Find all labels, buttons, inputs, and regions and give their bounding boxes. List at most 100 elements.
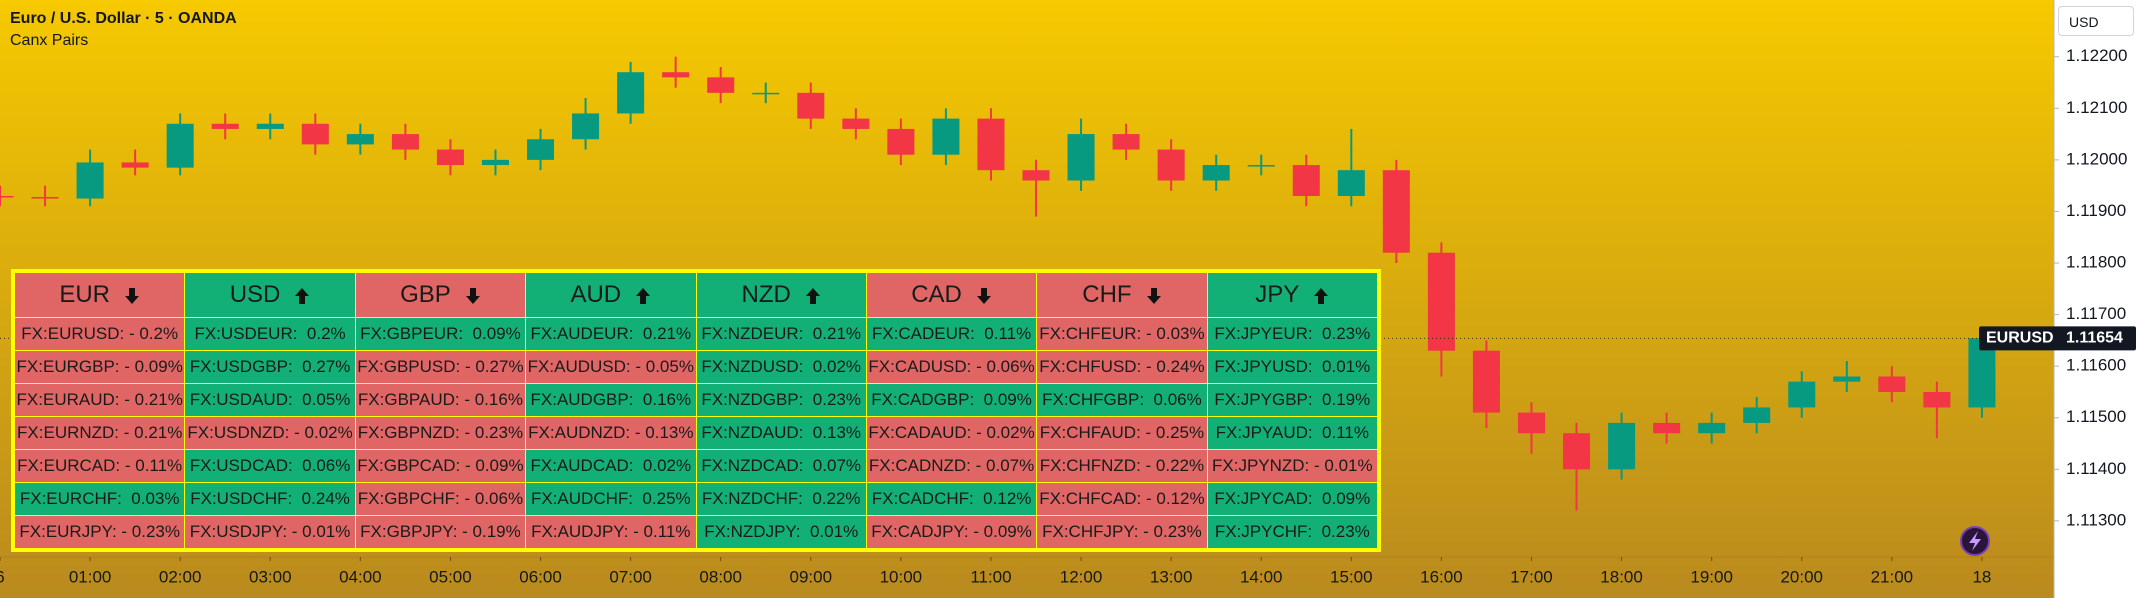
pair-cell: FX:GBPNZD: - 0.23%	[354, 416, 527, 450]
x-tick-label: 19:00	[1690, 567, 1733, 586]
candle-body	[166, 123, 194, 168]
pair-cell: FX:NZDAUD: 0.13%	[695, 416, 867, 450]
y-tick-label: 1.11500	[2066, 407, 2126, 426]
y-tick-label: 1.11700	[2066, 304, 2126, 323]
x-tick-label: 6	[0, 567, 5, 586]
pair-cell: FX:EURJPY: - 0.23%	[13, 515, 186, 549]
candle-body	[1608, 422, 1636, 470]
candle-body	[752, 92, 780, 95]
pair-cell: FX:CHFGBP: 0.06%	[1036, 383, 1208, 417]
pair-cell: FX:EURAUD: - 0.21%	[13, 383, 186, 417]
pair-cell: FX:USDEUR: 0.2%	[184, 317, 356, 351]
currency-header: CHF	[1036, 272, 1208, 318]
candle-body	[1698, 422, 1726, 434]
pair-row: FX:EURJPY: - 0.23% FX:USDJPY: - 0.01% FX:G…	[13, 515, 1379, 549]
indicator-name: Canx Pairs	[10, 32, 89, 49]
lightning-icon[interactable]	[1960, 526, 1990, 556]
candle-body	[1743, 407, 1771, 423]
currency-header: USD	[184, 272, 356, 318]
candle-body	[346, 134, 374, 145]
pair-cell: FX:CADCHF: 0.12%	[865, 482, 1038, 516]
x-tick-label: 17:00	[1510, 567, 1553, 586]
pair-cell: FX:GBPCAD: - 0.09%	[354, 449, 527, 483]
pair-cell: FX:JPYCAD: 0.09%	[1206, 482, 1379, 516]
candle-body	[1292, 165, 1320, 196]
pair-cell: FX:CADGBP: 0.09%	[865, 383, 1038, 417]
candle-body	[121, 162, 149, 168]
pair-cell: FX:NZDUSD: 0.02%	[695, 350, 867, 384]
currency-name: EUR	[59, 281, 111, 308]
candle-body	[256, 123, 284, 129]
pair-cell: FX:USDGBP: 0.27%	[184, 350, 356, 384]
y-tick-label: 1.11600	[2066, 356, 2126, 375]
pair-cell: FX:AUDCHF: 0.25%	[525, 482, 697, 516]
candle-body	[1112, 134, 1140, 150]
candle-body	[572, 113, 600, 140]
x-tick-label: 20:00	[1780, 567, 1823, 586]
pair-cell: FX:USDAUD: 0.05%	[184, 383, 356, 417]
pair-cell: FX:GBPEUR: 0.09%	[354, 317, 527, 351]
currency-name: AUD	[570, 281, 622, 308]
candle-body	[1563, 433, 1591, 470]
candle-body	[707, 77, 735, 93]
y-tick-label: 1.11300	[2066, 510, 2126, 529]
pair-cell: FX:AUDJPY: - 0.11%	[525, 515, 697, 549]
symbol-title: Euro / U.S. Dollar · 5 · OANDA	[10, 10, 237, 27]
candle-body	[1427, 252, 1455, 351]
table: EUR USD GBP AUD NZD CAD CHF JPY FX:EURUSD: - 0.2…	[13, 272, 1379, 549]
candle-body	[662, 72, 690, 78]
x-tick-label: 02:00	[159, 567, 202, 586]
pair-cell: FX:CADJPY: - 0.09%	[865, 515, 1038, 549]
pair-cell: FX:CADNZD: - 0.07%	[865, 449, 1038, 483]
candle-body	[887, 128, 915, 155]
pair-row: FX:EURGBP: - 0.09% FX:USDGBP: 0.27% FX:GBP…	[13, 350, 1379, 384]
pair-cell: FX:CADEUR: 0.11%	[865, 317, 1038, 351]
candle-body	[1202, 165, 1230, 181]
candle-body	[1653, 422, 1681, 434]
currency-header: NZD	[695, 272, 867, 318]
currency-button[interactable]: USD	[2058, 6, 2134, 36]
pair-cell: FX:AUDGBP: 0.16%	[525, 383, 697, 417]
currency-name: USD	[229, 281, 281, 308]
pair-cell: FX:AUDNZD: - 0.13%	[525, 416, 697, 450]
pair-row: FX:EURNZD: - 0.21% FX:USDNZD: - 0.02% FX:G…	[13, 416, 1379, 450]
candle-body	[1337, 170, 1365, 196]
candle-body	[932, 118, 960, 155]
currency-name: NZD	[741, 281, 791, 308]
currency-header: EUR	[13, 272, 186, 318]
currency-header: JPY	[1206, 272, 1379, 318]
pair-cell: FX:GBPJPY: - 0.19%	[354, 515, 527, 549]
y-tick-label: 1.12100	[2066, 98, 2127, 117]
pair-cell: FX:AUDEUR: 0.21%	[525, 317, 697, 351]
candle-body	[211, 123, 239, 129]
pair-cell: FX:CHFUSD: - 0.24%	[1036, 350, 1208, 384]
y-tick-label: 1.12200	[2066, 46, 2127, 65]
direction-arrow	[125, 287, 140, 304]
x-tick-label: 18	[1972, 567, 1991, 586]
pair-row: FX:EURCHF: 0.03% FX:USDCHF: 0.24% FX:GBPCH…	[13, 482, 1379, 516]
y-tick-label: 1.11800	[2066, 253, 2126, 272]
currency-name: GBP	[400, 281, 451, 308]
x-tick-label: 18:00	[1600, 567, 1643, 586]
candle-body	[76, 162, 104, 199]
pair-cell: FX:NZDGBP: 0.23%	[695, 383, 867, 417]
pair-cell: FX:EURCAD: - 0.11%	[13, 449, 186, 483]
candle-body	[1472, 350, 1500, 413]
pair-cell: FX:JPYEUR: 0.23%	[1206, 317, 1379, 351]
candle-body	[527, 139, 555, 160]
last-price-symbol: EURUSD	[1986, 330, 2054, 347]
currency-header: GBP	[354, 272, 527, 318]
x-tick-label: 04:00	[339, 567, 382, 586]
candle-body	[481, 159, 509, 166]
pair-cell: FX:GBPCHF: - 0.06%	[354, 482, 527, 516]
x-tick-label: 01:00	[69, 567, 112, 586]
pair-row: FX:EURCAD: - 0.11% FX:USDCAD: 0.06% FX:GBP…	[13, 449, 1379, 483]
pair-cell: FX:EURCHF: 0.03%	[13, 482, 186, 516]
candle-body	[1382, 170, 1410, 253]
pair-cell: FX:JPYAUD: 0.11%	[1206, 416, 1379, 450]
pair-cell: FX:CHFEUR: - 0.03%	[1036, 317, 1208, 351]
candle-body	[31, 197, 59, 199]
candle-body	[842, 118, 870, 129]
pair-cell: FX:CHFAUD: - 0.25%	[1036, 416, 1208, 450]
candle-body	[1247, 165, 1275, 167]
